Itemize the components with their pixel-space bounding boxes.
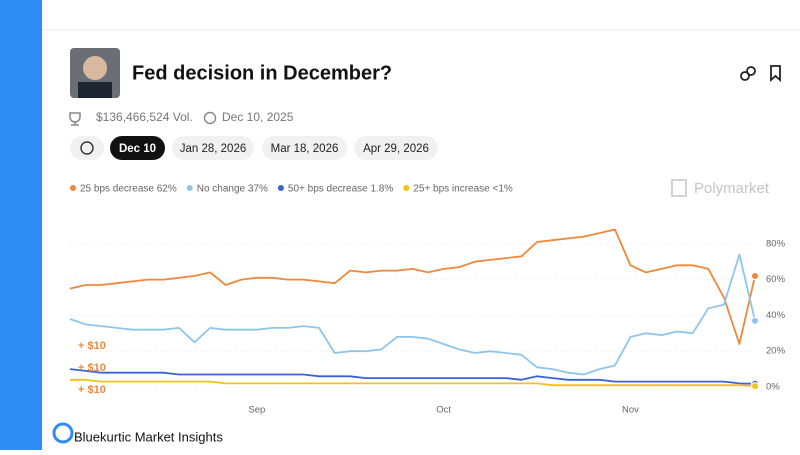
y-tick-label: 40% [766,310,786,321]
x-tick-label: Nov [622,405,639,416]
watermark-icon [671,179,687,197]
y-tick-label: 20% [766,346,786,357]
tab-label: Jan 28, 2026 [180,143,247,155]
y-tick-label: 0% [766,382,780,393]
trade-annotation: + $10 [78,362,106,374]
tab-label: Apr 29, 2026 [363,143,429,155]
tab[interactable] [110,136,165,160]
legend-dot [70,185,76,191]
volume: $136,466,524 Vol. [96,110,193,124]
series-line [69,253,756,376]
y-tick-label: 60% [766,274,786,285]
end-dot [751,316,759,325]
end-date: Dec 10, 2025 [222,110,294,124]
legend-dot [186,185,193,191]
tab-label: Dec 10 [119,143,156,155]
trade-annotation: + $10 [78,340,106,352]
bookmark-icon[interactable] [770,65,781,83]
end-dot [751,272,759,281]
legend-label: 50+ bps decrease 1.8% [288,184,393,195]
link-icon[interactable] [740,66,756,81]
tab-label: Mar 18, 2026 [271,143,339,155]
footer-brand: Bluekurtic Market Insights [74,429,223,444]
tab[interactable] [262,136,347,160]
clock-icon [203,111,217,125]
x-tick-label: Sep [248,405,265,416]
series-line [69,368,756,385]
legend-dot [403,185,410,191]
x-tick-label: Oct [436,405,451,416]
series-line [69,228,756,345]
watermark: Polymarket [694,180,770,197]
legend-label: 25+ bps increase <1% [413,184,513,195]
legend-label: No change 37% [197,184,268,195]
y-tick-label: 80% [766,238,786,249]
footer-logo [52,422,74,444]
avatar-face [83,56,107,80]
tab[interactable] [172,136,254,160]
side-bar [0,0,42,450]
history-button[interactable] [70,136,104,160]
history-icon [80,141,94,155]
series-line [70,378,756,387]
end-dot [751,382,759,391]
tab[interactable] [354,136,438,160]
legend-label: 25 bps decrease 62% [80,184,177,195]
trade-annotation: + $10 [78,384,106,396]
legend-dot [277,185,284,191]
trophy-icon [69,112,81,126]
avatar-suit [78,82,112,98]
title: Fed decision in December? [132,62,392,84]
